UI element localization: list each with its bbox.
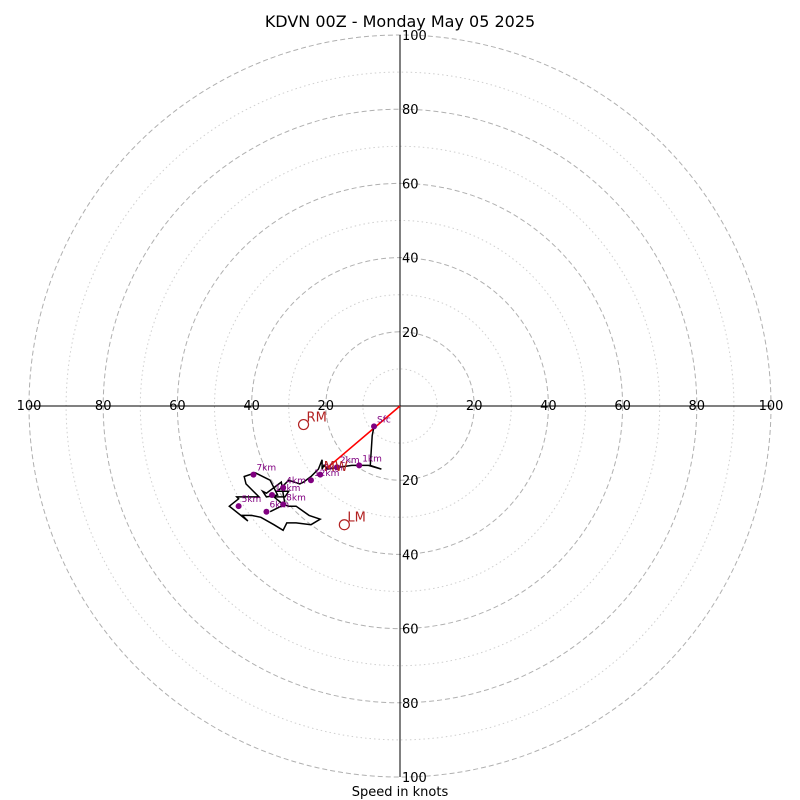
height-marker-dot — [263, 508, 270, 515]
height-marker-label: 2km — [340, 456, 360, 466]
tick-labels: 100 80 60 40 20 20 40 60 80 100 100 80 60 40 20 20 40 60 8… — [17, 29, 784, 786]
chart-title: KDVN 00Z - Monday May 05 2025 — [265, 12, 535, 31]
height-marker-dot — [356, 462, 363, 469]
x-tick-label: 40 — [243, 399, 260, 414]
height-marker-dot — [250, 471, 257, 478]
y-tick-label: 80 — [402, 697, 419, 712]
height-marker-label: 12km — [314, 469, 339, 479]
storm-motion-marker — [297, 418, 310, 431]
hodograph-trace — [228, 426, 382, 532]
y-tick-label: 20 — [402, 474, 419, 489]
y-tick-label: 100 — [402, 771, 427, 786]
x-tick-label: 80 — [95, 399, 112, 414]
height-marker-label: 3km — [323, 464, 343, 474]
x-tick-label: 60 — [169, 399, 186, 414]
x-tick-label: 60 — [614, 399, 631, 414]
height-marker-dot — [371, 423, 378, 430]
y-tick-label: 80 — [402, 103, 419, 118]
y-tick-label: 20 — [402, 326, 419, 341]
height-marker-label: 4km — [286, 477, 306, 487]
height-marker-dot — [280, 484, 287, 491]
x-tick-label: 40 — [540, 399, 557, 414]
height-marker-dot — [269, 492, 276, 499]
height-marker-label: 6km — [269, 501, 289, 511]
y-tick-label: 60 — [402, 177, 419, 192]
height-marker-label: 1km — [362, 454, 382, 464]
height-marker-dot — [333, 464, 340, 471]
height-marker-dot — [280, 501, 287, 508]
storm-motion-markers: RM LM — [297, 411, 366, 531]
height-marker-label: 10km — [275, 484, 300, 494]
y-tick-label: 40 — [402, 252, 419, 267]
shear-vector — [325, 405, 401, 470]
storm-motion-marker — [338, 519, 350, 531]
height-marker-dot — [307, 477, 314, 484]
y-tick-label: 100 — [402, 29, 427, 44]
x-tick-label: 20 — [466, 399, 483, 414]
height-marker-dot — [317, 471, 324, 478]
y-tick-label: 40 — [402, 548, 419, 563]
storm-motion-label: LM — [347, 511, 365, 526]
x-tick-label: 80 — [689, 399, 706, 414]
storm-motion-label: RM — [307, 411, 327, 426]
height-marker-label: 5km — [242, 495, 262, 505]
x-tick-label: 20 — [318, 399, 335, 414]
mean-wind-label: MW — [324, 460, 348, 475]
height-marker-label: 7km — [256, 464, 276, 474]
shear-line — [325, 405, 401, 470]
x-axis-label: Speed in knots — [352, 785, 449, 800]
wind-trace-line — [228, 426, 382, 532]
x-tick-label: 100 — [17, 399, 42, 414]
x-tick-label: 100 — [759, 399, 784, 414]
height-marker-label: 8km — [286, 493, 306, 503]
height-marker-dot — [235, 503, 242, 510]
height-marker-label: Sfc — [377, 415, 391, 425]
y-tick-label: 60 — [402, 623, 419, 638]
